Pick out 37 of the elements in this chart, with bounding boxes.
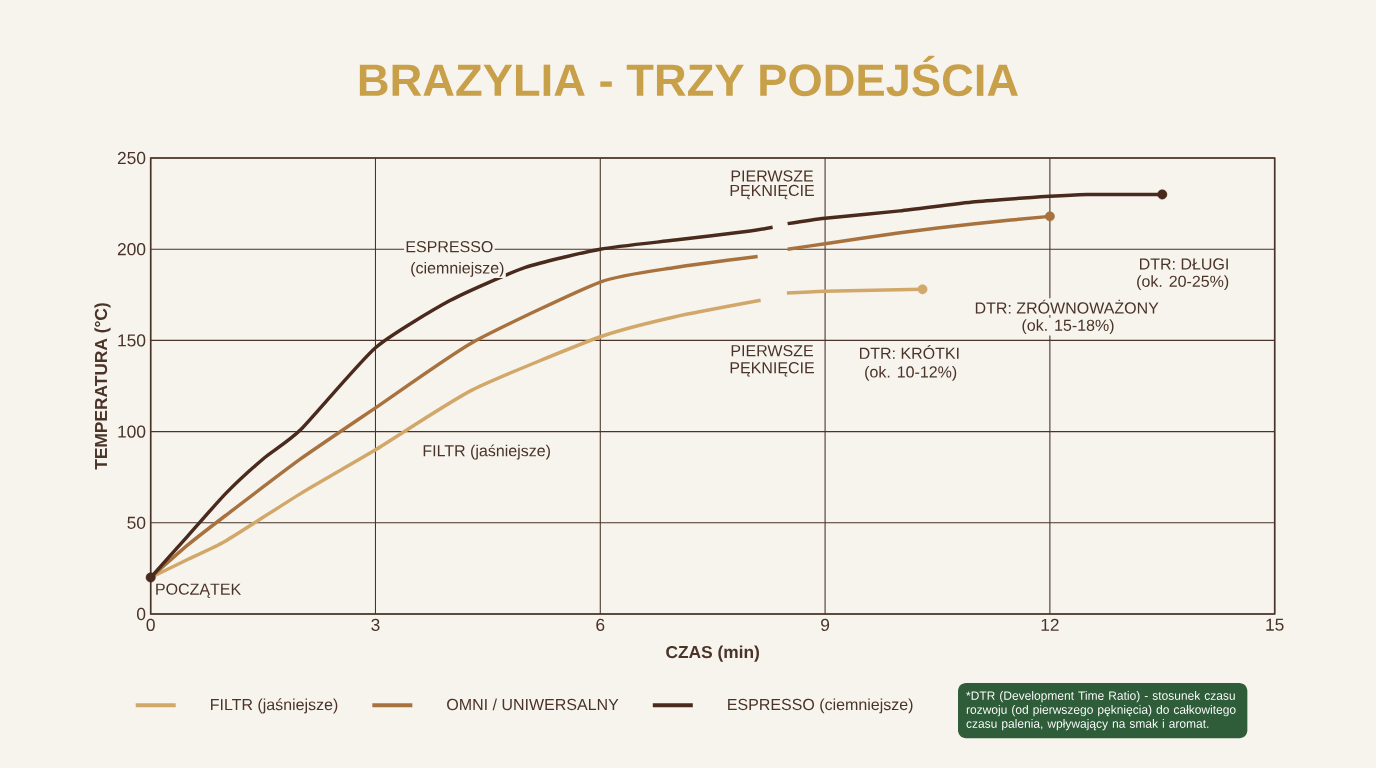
point (917, 284, 928, 295)
x-tick-label: 0 (146, 618, 155, 631)
x-tick-label: 3 (371, 618, 380, 631)
y-axis-title: TEMPERATURA (°C) (94, 303, 111, 470)
point (1044, 211, 1055, 222)
y-tick-label: 0 (136, 607, 146, 621)
annotation: (ok. 15-18%) (1022, 319, 1114, 335)
annotation: ESPRESSO (406, 241, 493, 253)
annotation: (ok. 20-25%) (1137, 275, 1229, 291)
y-tick-label: 150 (118, 334, 146, 347)
y-tick-label: 100 (118, 425, 146, 438)
x-tick-label: 6 (596, 618, 605, 631)
y-tick-label: 50 (127, 516, 146, 529)
point (1157, 189, 1168, 200)
y-tick-label: 250 (117, 151, 146, 165)
x-tick-label: 15 (1266, 618, 1284, 631)
annotation: (ok. 10-12%) (865, 365, 957, 381)
annotation: PIERWSZE (731, 345, 813, 357)
text: *DTR (Development Time Ratio) - stosunek czasu rozwoju (od pierwszego pęknięcia) do całkowitego czasu palenia, wpływający na smak i aromat. (966, 691, 1236, 731)
legend-label: ESPRESSO (ciemniejsze) (728, 698, 913, 714)
annotation: PĘKNIĘCIE (730, 184, 814, 200)
annotation: (ciemniejsze) (411, 261, 504, 277)
annotation: DTR: ZRÓWNOWAŻONY (975, 299, 1159, 314)
annotation: PĘKNIĘCIE (730, 362, 814, 377)
x-axis-title: CZAS (min) (666, 645, 759, 662)
y-tick-label: 200 (117, 243, 146, 256)
x-tick-label: 9 (821, 618, 830, 631)
annotation: FILTR (jaśniejsze) (423, 444, 550, 460)
legend-label: OMNI / UNIWERSALNY (447, 698, 619, 711)
x-tick-label: 12 (1041, 618, 1059, 631)
point (145, 572, 156, 583)
annotation: POCZĄTEK (156, 583, 242, 598)
legend-label: FILTR (jaśniejsze) (211, 698, 338, 714)
annotation: DTR: DŁUGI (1140, 258, 1228, 270)
annotation: PIERWSZE (731, 170, 813, 182)
chart-title: BRAZYLIA - TRZY PODEJŚCIA (359, 55, 1018, 97)
annotation: DTR: KRÓTKI (860, 344, 959, 359)
